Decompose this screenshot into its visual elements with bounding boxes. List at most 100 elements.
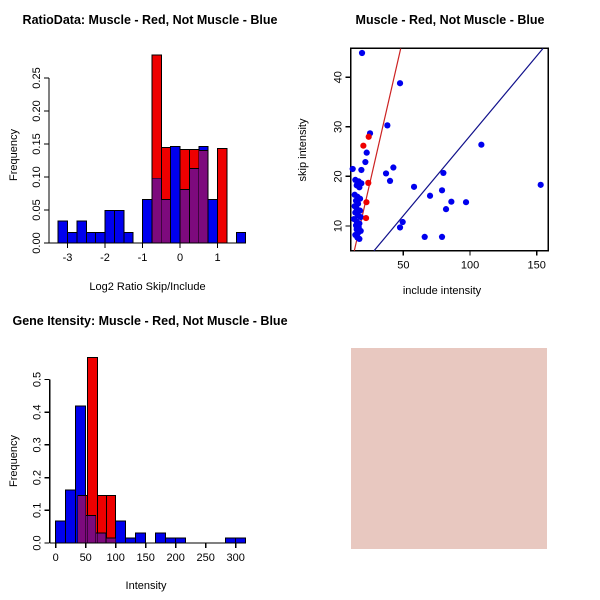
scatter-point-blue [382,170,390,177]
y-tick-label: 0.1 [32,503,44,518]
hist-bar-overlap [188,168,200,244]
scatter-point-blue [358,49,366,57]
hist-bar-blue [85,231,97,244]
hist-bar-blue [142,198,153,244]
scatter-point-blue [356,235,363,242]
scatter-point-blue [356,184,363,191]
plot-frame [350,47,550,252]
scatter-point-blue [390,164,397,171]
scatter-point-red [365,133,372,140]
scatter-point-blue [384,122,391,129]
x-tick-label: 100 [461,260,479,272]
x-tick-label: -1 [138,252,148,264]
ratio-hist-ylabel: Frequency [8,129,20,181]
hist-bar-blue [235,537,247,544]
x-tick-label: 0 [53,552,59,564]
hist-bar-blue [113,210,125,244]
x-tick-label: 250 [197,552,215,564]
scatter-point-blue [357,213,364,221]
y-tick-label: 0.0 [32,535,44,550]
hist-bar-blue [125,537,137,544]
muscle-fit-line [353,48,402,251]
hist-bar-blue [95,231,106,244]
scatter-point-blue [356,207,364,214]
gene-hist-xlabel: Intensity [125,580,167,592]
y-tick-label: 0.20 [31,100,43,121]
x-tick-label: 150 [137,552,155,564]
hist-bar-blue [76,220,87,244]
hist-bar-blue [170,146,181,244]
hist-bar-overlap [97,532,107,544]
not-muscle-fit-line [373,48,544,252]
ratio-histogram-title: RatioData: Muscle - Red, Not Muscle - Bl… [22,13,278,27]
y-tick-label: 20 [333,170,345,182]
x-tick-label: 1 [214,252,220,264]
y-tick-label: 0.05 [31,199,43,220]
scatter-point-blue [426,192,434,199]
scatter-point-blue [362,158,369,166]
hist-bar-blue [207,198,218,244]
hist-bar-blue [155,532,167,544]
x-tick-label: 300 [227,552,245,564]
hist-bar-blue [57,220,68,244]
scatter-point-blue [349,165,356,173]
hist-bar-overlap [151,177,162,244]
scatter-point-blue [358,166,365,174]
hist-bar-overlap [106,537,117,544]
y-tick-label: 0.4 [32,405,44,420]
scatter-point-blue [421,233,428,241]
x-tick-label: 0 [177,252,183,264]
x-tick-label: 100 [107,552,125,564]
y-tick-label: 0.00 [31,232,43,253]
scatter-point-red [363,199,370,206]
hist-bar-blue [165,537,177,544]
scatter-point-blue [363,149,370,156]
x-tick-label: -3 [63,252,73,264]
x-tick-label: 200 [167,552,185,564]
hist-bar-blue [235,231,247,244]
scatter-point-blue [537,181,544,188]
scatter-point-blue [478,141,485,148]
hist-bar-blue [175,537,187,544]
hist-bar-overlap [198,150,209,244]
scatter-point-blue [440,169,447,177]
ratio-hist-xlabel: Log2 Ratio Skip/Include [89,281,206,293]
hist-bar-overlap [160,199,172,244]
y-tick-label: 0.10 [31,166,43,187]
scatter-point-blue [442,206,450,213]
scatter-point-red [362,214,370,222]
hist-bar-blue [115,520,127,544]
scatter-point-blue [396,80,404,87]
hist-bar-red [106,495,117,544]
scatter-point-blue [462,199,470,206]
scatter-point-red [365,179,372,186]
hist-bar-overlap [87,515,97,544]
gene-intensity-title: Gene Itensity: Muscle - Red, Not Muscle … [12,314,288,328]
hist-bar-blue [104,210,115,244]
scatter-title: Muscle - Red, Not Muscle - Blue [355,13,545,27]
scatter-point-blue [399,218,406,226]
scatter-ylabel: skip intensity [297,118,309,182]
x-tick-label: 150 [528,260,546,272]
hist-bar-blue [55,520,67,544]
gene-hist-ylabel: Frequency [8,435,20,487]
hist-bar-blue [135,532,147,544]
y-tick-label: 40 [333,71,345,83]
scatter-point-red [360,142,367,149]
scatter-point-blue [386,177,394,184]
y-tick-label: 0.15 [31,133,43,154]
hist-bar-blue [65,489,77,544]
scatter-xlabel: include intensity [402,285,482,297]
scatter-point-blue [438,187,446,194]
hist-bar-blue [225,537,237,544]
scatter-point-blue [396,224,404,231]
x-tick-label: -2 [100,252,110,264]
y-tick-label: 0.25 [31,67,43,88]
scatter-point-blue [438,233,446,241]
hist-bar-overlap [77,495,87,544]
x-tick-label: 50 [397,260,409,272]
x-tick-label: 50 [80,552,92,564]
hist-bar-blue [123,231,134,244]
